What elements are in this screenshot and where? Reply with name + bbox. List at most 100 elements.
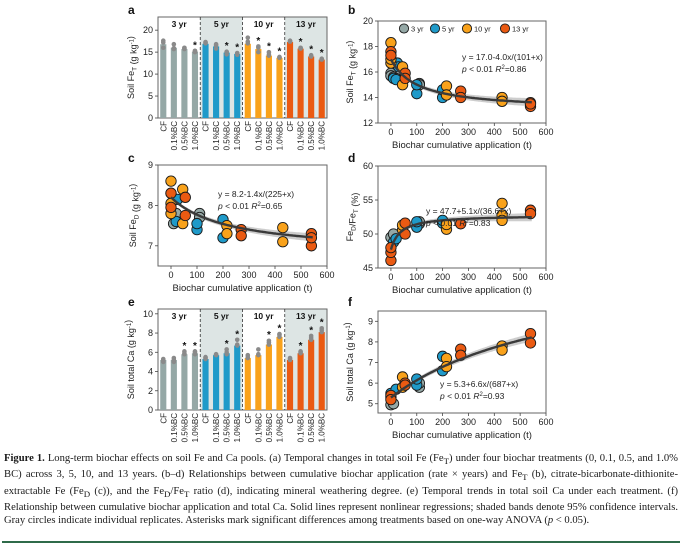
bar (223, 52, 230, 118)
y-tick-label: 9 (148, 160, 153, 170)
x-tick-label: 1.0%BC (318, 121, 327, 151)
regression-equation: y = 8.2-1.4x/(225+x) (218, 189, 294, 199)
x-tick-label: 100 (409, 272, 424, 282)
y-tick-label: 9 (368, 316, 373, 326)
x-tick-label: 0.5%BC (265, 413, 274, 443)
bar (160, 44, 167, 118)
caption-label: Figure 1. (4, 453, 45, 464)
x-tick-label: CF (286, 413, 295, 424)
caption-text-4: (c)), and the Fe (90, 485, 165, 497)
y-tick-label: 6 (368, 378, 373, 388)
caption-text-1: Long-term biochar effects on soil Fe and… (47, 453, 444, 464)
section-rule (2, 541, 680, 543)
x-tick-label: 0 (388, 127, 393, 137)
replicate-point (171, 41, 177, 47)
replicate-point (234, 342, 240, 347)
regression-equation: y = 47.7+5.1x/(36.6+x) (426, 206, 511, 216)
fit-line (390, 336, 533, 399)
x-tick-label: 1.0%BC (233, 121, 242, 151)
x-tick-label: 1.0%BC (191, 413, 200, 443)
x-tick-label: 400 (267, 270, 282, 280)
x-tick-label: 300 (461, 127, 476, 137)
y-tick-label: 7 (368, 358, 373, 368)
significance-asterisk: * (256, 36, 260, 47)
regression-stats: p < 0.01 R2=0.83 (425, 218, 491, 228)
data-point (385, 49, 397, 62)
replicate-point (213, 352, 219, 357)
y-tick-label: 20 (143, 25, 153, 35)
x-tick-label: 300 (461, 417, 476, 427)
y-axis-label: Soil total Ca (g kg-1) (123, 320, 136, 399)
data-point (165, 201, 177, 214)
y-tick-label: 8 (148, 328, 153, 338)
caption-text-3: (b), citrate-bicarbonate-dithionite-extr… (4, 469, 678, 497)
replicate-point (245, 35, 251, 40)
group-label: 13 yr (296, 19, 317, 29)
y-tick-label: 6 (148, 347, 153, 357)
y-tick-label: 20 (363, 16, 373, 26)
replicate-point (319, 56, 325, 62)
replicate-point (256, 49, 261, 55)
x-tick-label: CF (202, 413, 211, 424)
x-tick-label: 0.5%BC (307, 121, 316, 151)
panel-letter: a (128, 3, 135, 17)
x-tick-label: 100 (409, 127, 424, 137)
plot-frame (377, 310, 547, 414)
y-axis-label: Soil total Ca (g kg-1) (342, 322, 355, 401)
bar (265, 55, 272, 118)
caption-sub: D (83, 488, 91, 499)
bar (234, 345, 241, 410)
y-tick-label: 5 (368, 399, 373, 409)
fit-line (389, 58, 532, 104)
group-label: 10 yr (254, 311, 275, 321)
replicate-point (182, 45, 187, 51)
y-tick-label: 18 (363, 42, 373, 52)
data-point (277, 236, 289, 248)
significance-asterisk: * (235, 43, 239, 54)
x-tick-label: 1.0%BC (191, 121, 200, 151)
significance-asterisk: * (309, 45, 313, 56)
bar (181, 49, 188, 119)
x-tick-label: 600 (538, 272, 553, 282)
significance-asterisk: * (182, 341, 186, 352)
caption-sub: T (522, 472, 528, 483)
y-tick-label: 7 (148, 241, 153, 251)
replicate-point (160, 357, 166, 363)
panel-letter: b (348, 3, 355, 17)
significance-asterisk: * (320, 318, 324, 329)
x-tick-label: 600 (538, 417, 553, 427)
y-tick-label: 2 (148, 386, 153, 396)
data-point (524, 98, 537, 110)
bar (308, 56, 315, 118)
legend-marker (499, 23, 511, 34)
x-tick-label: 600 (319, 270, 334, 280)
x-tick-label: 100 (409, 417, 424, 427)
data-point (277, 221, 289, 234)
replicate-point (256, 351, 261, 357)
x-tick-label: 200 (435, 272, 450, 282)
significance-asterisk: * (309, 325, 313, 336)
x-tick-label: 0.1%BC (254, 121, 263, 151)
group-label: 5 yr (214, 19, 230, 29)
bar (255, 355, 262, 410)
panel-letter: c (128, 151, 135, 165)
x-axis-label: Biochar cumulative application (t) (173, 283, 313, 294)
legend-label: 5 yr (442, 25, 455, 34)
bar (255, 49, 262, 119)
y-tick-label: 16 (363, 67, 373, 77)
replicate-point (203, 40, 208, 46)
bar (318, 59, 325, 118)
x-tick-label: 400 (487, 272, 502, 282)
x-axis-label: Biochar cumulative application (t) (392, 140, 532, 151)
caption-sub: T (443, 456, 450, 467)
y-tick-label: 10 (143, 69, 153, 79)
legend-label: 13 yr (512, 25, 529, 34)
x-tick-label: CF (159, 121, 168, 132)
bar (265, 344, 272, 410)
y-axis-label: Soil FeT (g kg-1) (345, 41, 358, 104)
data-point (496, 197, 508, 210)
bar (286, 359, 294, 410)
bar (170, 47, 177, 118)
x-tick-label: 100 (189, 270, 204, 280)
